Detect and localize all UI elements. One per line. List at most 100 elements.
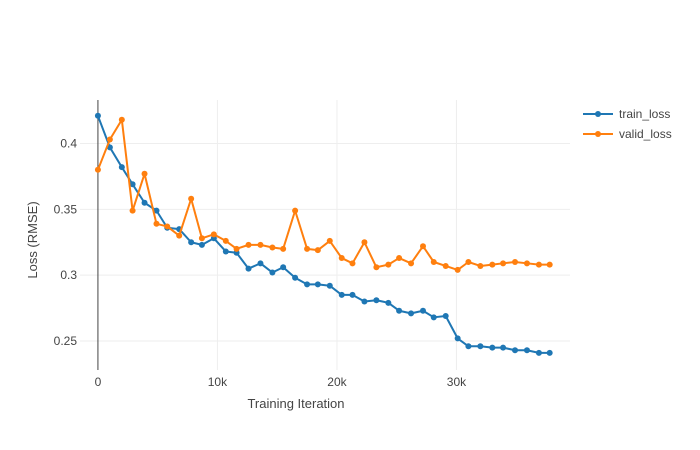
- data-point[interactable]: [523, 347, 530, 354]
- data-point[interactable]: [94, 166, 101, 173]
- legend-item-valid_loss[interactable]: valid_loss: [583, 127, 672, 141]
- legend-marker: [595, 131, 601, 137]
- data-point[interactable]: [512, 259, 519, 265]
- data-point[interactable]: [269, 269, 276, 276]
- data-point[interactable]: [535, 349, 542, 356]
- x-tick-labels: 0 10k 20k 30k: [95, 375, 468, 389]
- data-point[interactable]: [188, 239, 195, 246]
- legend[interactable]: train_loss valid_loss: [583, 107, 672, 141]
- data-point[interactable]: [198, 241, 205, 248]
- series-layer: [94, 112, 553, 356]
- data-point[interactable]: [280, 264, 287, 271]
- data-point[interactable]: [257, 260, 264, 267]
- data-point[interactable]: [477, 262, 484, 269]
- data-point[interactable]: [280, 245, 287, 252]
- data-point[interactable]: [233, 245, 240, 252]
- legend-label: train_loss: [619, 107, 670, 121]
- data-point[interactable]: [222, 248, 229, 255]
- data-point[interactable]: [338, 255, 345, 262]
- data-point[interactable]: [396, 307, 403, 314]
- data-point[interactable]: [523, 260, 530, 267]
- data-point[interactable]: [512, 347, 519, 354]
- data-point[interactable]: [349, 260, 356, 267]
- y-tick-label: 0.3: [60, 268, 77, 282]
- data-point[interactable]: [269, 244, 276, 251]
- data-point[interactable]: [176, 232, 183, 239]
- data-point[interactable]: [314, 247, 321, 254]
- x-tick-label: 20k: [327, 375, 347, 389]
- data-point[interactable]: [477, 343, 484, 350]
- data-point[interactable]: [292, 207, 299, 214]
- grid-lines: [80, 100, 570, 370]
- data-point[interactable]: [454, 335, 461, 342]
- data-point[interactable]: [442, 262, 449, 269]
- data-point[interactable]: [326, 237, 333, 244]
- x-axis-title: Training Iteration: [247, 396, 344, 411]
- data-point[interactable]: [454, 266, 461, 273]
- data-point[interactable]: [385, 261, 392, 268]
- data-point[interactable]: [292, 274, 299, 281]
- x-tick-label: 0: [95, 375, 102, 389]
- data-point[interactable]: [396, 255, 403, 262]
- data-point[interactable]: [129, 181, 136, 188]
- data-point[interactable]: [141, 199, 148, 206]
- data-point[interactable]: [141, 170, 148, 177]
- data-point[interactable]: [198, 235, 205, 242]
- data-point[interactable]: [408, 310, 415, 317]
- legend-marker: [595, 111, 601, 117]
- data-point[interactable]: [94, 112, 101, 119]
- data-point[interactable]: [349, 291, 356, 298]
- data-point[interactable]: [489, 261, 496, 268]
- data-point[interactable]: [373, 264, 380, 271]
- data-point[interactable]: [489, 344, 496, 351]
- data-point[interactable]: [420, 243, 426, 250]
- data-point[interactable]: [164, 223, 171, 230]
- data-point[interactable]: [546, 349, 553, 356]
- data-point[interactable]: [118, 116, 125, 123]
- data-point[interactable]: [442, 313, 449, 319]
- data-point[interactable]: [304, 245, 311, 252]
- y-tick-label: 0.35: [54, 202, 78, 216]
- legend-label: valid_loss: [619, 127, 672, 141]
- data-point[interactable]: [118, 164, 125, 171]
- data-point[interactable]: [129, 207, 136, 214]
- data-point[interactable]: [430, 259, 437, 265]
- legend-item-train_loss[interactable]: train_loss: [583, 107, 670, 121]
- data-point[interactable]: [361, 239, 368, 246]
- x-tick-label: 30k: [447, 375, 467, 389]
- data-point[interactable]: [245, 265, 252, 272]
- data-point[interactable]: [257, 241, 264, 248]
- data-point[interactable]: [245, 241, 252, 248]
- y-tick-label: 0.4: [60, 136, 77, 150]
- data-point[interactable]: [326, 282, 333, 289]
- data-point[interactable]: [153, 220, 160, 227]
- data-point[interactable]: [465, 343, 472, 350]
- data-point[interactable]: [304, 281, 311, 288]
- y-tick-label: 0.25: [54, 334, 78, 348]
- data-point[interactable]: [430, 314, 437, 321]
- data-point[interactable]: [373, 297, 380, 304]
- data-point[interactable]: [546, 261, 553, 268]
- x-tick-label: 10k: [208, 375, 228, 389]
- data-point[interactable]: [408, 260, 415, 267]
- data-point[interactable]: [314, 281, 321, 288]
- data-point[interactable]: [188, 195, 195, 202]
- data-point[interactable]: [500, 260, 507, 267]
- data-point[interactable]: [385, 299, 392, 306]
- series-line: [96, 118, 550, 271]
- data-point[interactable]: [222, 237, 229, 244]
- data-point[interactable]: [338, 291, 345, 298]
- data-point[interactable]: [420, 307, 426, 314]
- data-point[interactable]: [106, 136, 113, 143]
- data-point[interactable]: [153, 207, 160, 214]
- data-point[interactable]: [535, 261, 542, 268]
- data-point[interactable]: [361, 298, 368, 305]
- data-point[interactable]: [500, 344, 507, 351]
- series-train_loss: [94, 112, 553, 356]
- y-tick-labels: 0.25 0.3 0.35 0.4: [54, 136, 78, 348]
- data-point[interactable]: [210, 231, 217, 238]
- data-point[interactable]: [465, 259, 472, 265]
- y-axis-title: Loss (RMSE): [25, 201, 40, 278]
- series-line: [96, 115, 550, 354]
